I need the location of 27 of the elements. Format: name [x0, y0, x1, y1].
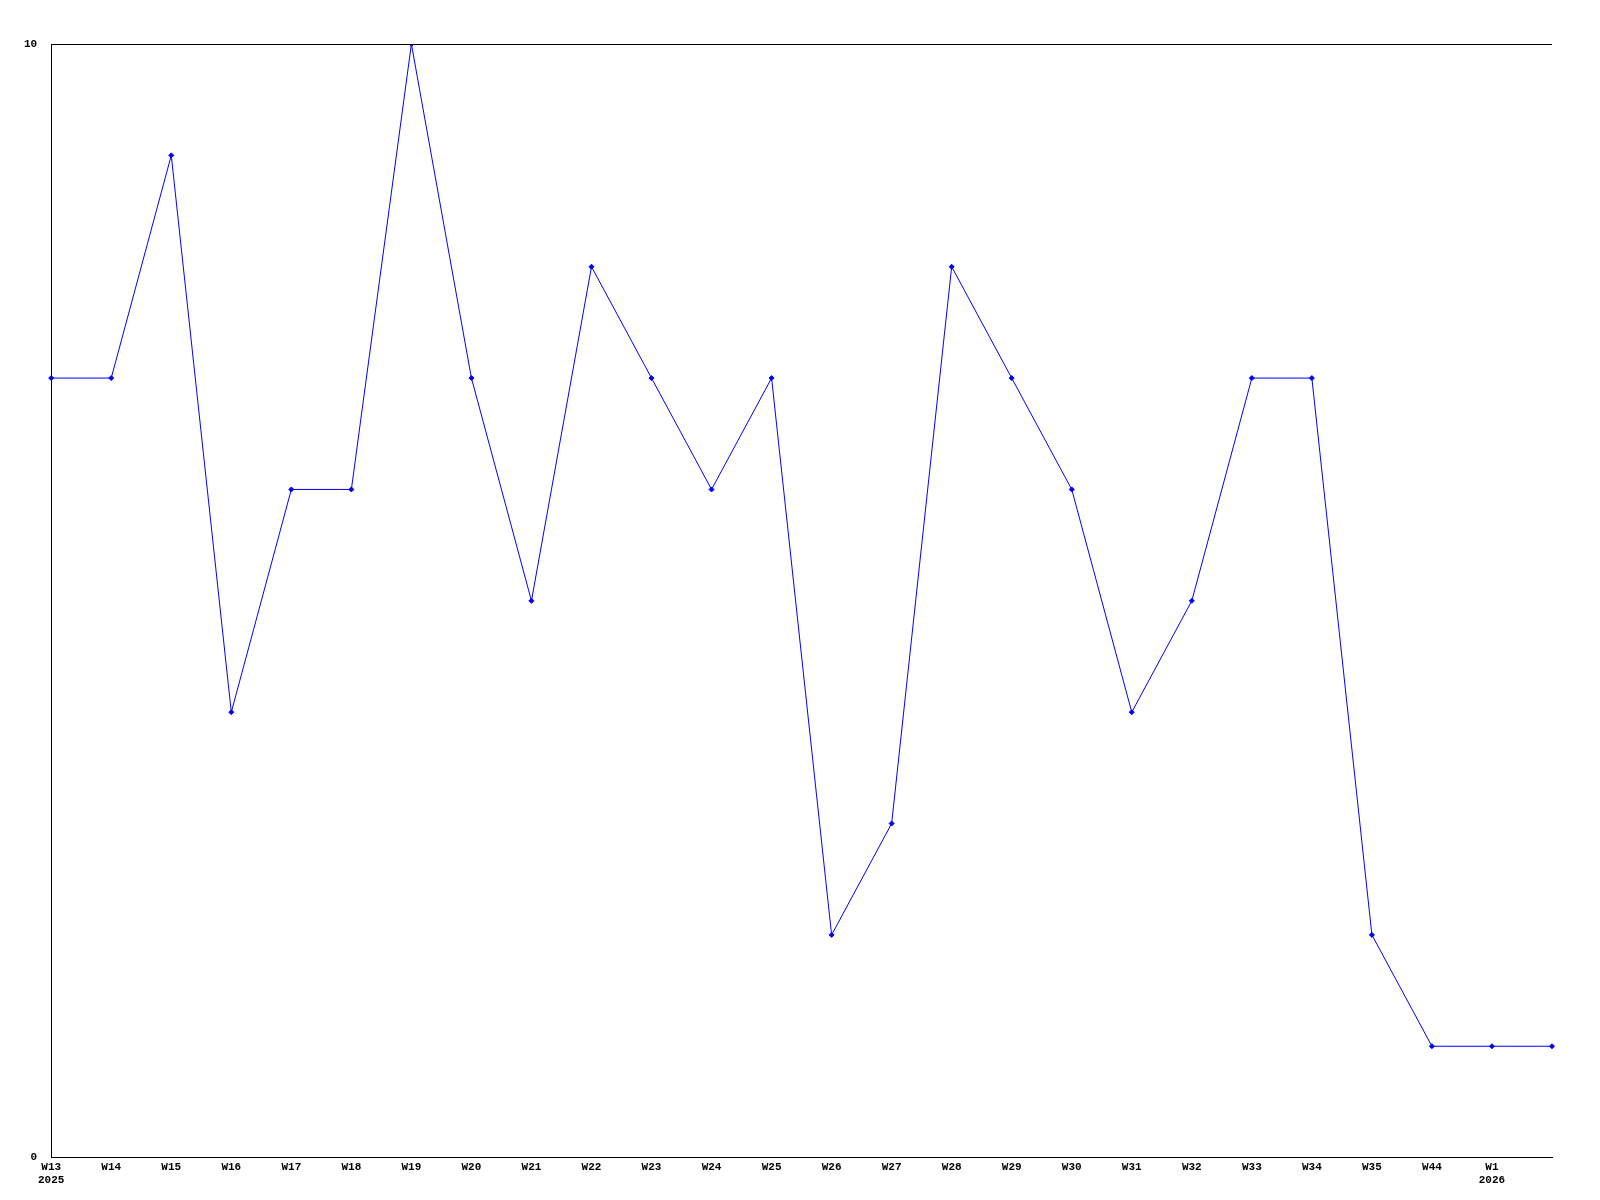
- x-tick-label: W17: [281, 1160, 302, 1173]
- x-tick-label: W31: [1121, 1160, 1143, 1173]
- x-tick-label: W16: [221, 1160, 242, 1173]
- y-tick-label: 0: [30, 1151, 38, 1164]
- x-tick-label: W13 2025: [38, 1160, 65, 1187]
- x-tick-label: W28: [941, 1160, 962, 1173]
- x-tick-label: W27: [881, 1160, 902, 1173]
- x-tick-label: W19: [401, 1160, 422, 1173]
- x-tick-label: W1 2026: [1478, 1160, 1506, 1187]
- x-tick-label: W29: [1001, 1160, 1022, 1173]
- x-tick-label: W30: [1061, 1160, 1082, 1173]
- x-tick-label: W32: [1181, 1160, 1202, 1173]
- x-tick-label: W15: [161, 1160, 182, 1173]
- x-tick-label: W35: [1362, 1160, 1383, 1173]
- x-tick-label: W23: [641, 1160, 662, 1173]
- x-tick-label: W24: [701, 1160, 722, 1173]
- x-tick-label: W20: [461, 1160, 482, 1173]
- x-tick-label: W26: [821, 1160, 842, 1173]
- x-tick-label: W33: [1241, 1160, 1263, 1173]
- x-tick-label: W25: [761, 1160, 782, 1173]
- x-tick-label: W14: [101, 1160, 122, 1173]
- x-tick-label: W22: [581, 1160, 602, 1173]
- x-tick-label: W44: [1422, 1160, 1443, 1173]
- x-tick-label: W34: [1301, 1160, 1323, 1173]
- x-tick-label: W18: [341, 1160, 362, 1173]
- x-tick-label: W21: [521, 1160, 542, 1173]
- y-tick-label: 10: [24, 37, 38, 50]
